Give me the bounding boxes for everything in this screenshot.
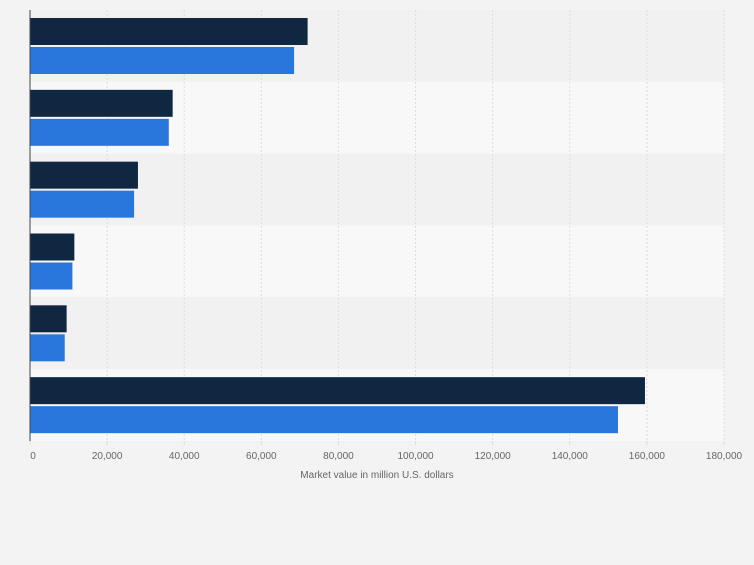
x-tick-label: 80,000	[323, 451, 354, 462]
bar-series-2	[30, 334, 65, 362]
x-tick-label: 100,000	[397, 451, 434, 462]
bar-series-1	[30, 233, 75, 261]
category-bands	[30, 10, 724, 441]
bars	[30, 18, 645, 434]
bar-series-2	[30, 47, 295, 74]
bar-series-1	[30, 18, 308, 45]
bar-series-1	[30, 161, 138, 189]
bar-series-2	[30, 262, 73, 290]
bar-series-1	[30, 305, 67, 333]
bar-series-2	[30, 118, 169, 146]
bar-series-1	[30, 377, 645, 405]
x-tick-label: 20,000	[92, 451, 123, 462]
x-tick-label: 120,000	[475, 451, 512, 462]
bar-series-2	[30, 190, 135, 218]
x-tick-label: 160,000	[629, 451, 666, 462]
category-band	[30, 153, 724, 226]
x-axis-ticks: 0 20,000 40,000 60,000 80,000 100,000 120,000 1…	[29, 441, 743, 462]
category-band	[30, 297, 724, 370]
x-tick-label: 60,000	[246, 451, 277, 462]
category-band	[30, 225, 724, 298]
x-tick-label: 140,000	[552, 451, 589, 462]
x-tick-label: 180,000	[706, 451, 743, 462]
x-axis-label: Market value in million U.S. dollars	[300, 470, 453, 481]
x-tick-label: 0	[30, 451, 36, 462]
bar-series-1	[30, 89, 173, 117]
bar-series-2	[30, 406, 618, 434]
x-tick-label: 40,000	[169, 451, 200, 462]
